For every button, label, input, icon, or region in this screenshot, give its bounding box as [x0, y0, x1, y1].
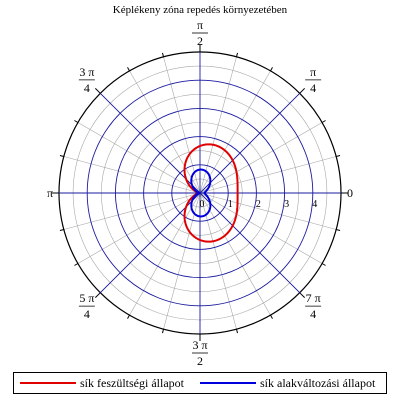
angle-label-0: 0: [347, 186, 353, 200]
angle-label-denominator: 2: [197, 354, 203, 368]
angle-label-pi-4: π4: [305, 65, 322, 95]
outer-tick: [127, 314, 130, 319]
angle-label-denominator: 2: [197, 34, 203, 48]
outer-tick: [74, 263, 79, 266]
angle-label-numerator: 5 π: [79, 291, 94, 305]
major-spoke: [99, 192, 201, 294]
angle-label-numerator: 3 π: [192, 338, 207, 352]
legend: sík feszültségi állapot sík alakváltozás…: [13, 372, 387, 394]
angle-label-denominator: 4: [84, 81, 90, 95]
angle-label-7pi-4: 7 π4: [305, 291, 322, 321]
outer-tick: [94, 87, 101, 94]
outer-tick: [236, 329, 239, 334]
angle-label-denominator: 4: [310, 81, 316, 95]
angle-label-numerator: 7 π: [306, 291, 321, 305]
angle-label-value: 0: [347, 186, 353, 200]
outer-tick: [270, 314, 273, 319]
angle-label-3pi-2: 3 π2: [192, 338, 208, 368]
outer-tick: [299, 292, 306, 299]
outer-tick: [74, 120, 79, 123]
legend-label-plane-stress: sík feszültségi állapot: [80, 375, 184, 390]
angle-label-pi-2: π2: [192, 18, 208, 48]
outer-tick: [94, 292, 101, 299]
angle-label-3pi-4: 3 π4: [78, 65, 95, 95]
major-spoke: [199, 92, 301, 194]
outer-tick: [321, 263, 326, 266]
legend-item-plane-stress: sík feszültségi állapot: [20, 373, 184, 393]
outer-tick: [336, 229, 341, 232]
angle-label-pi: π: [47, 186, 53, 200]
outer-tick: [270, 67, 273, 72]
outer-tick: [299, 87, 306, 94]
angle-label-numerator: π: [197, 18, 203, 32]
outer-tick: [336, 154, 341, 157]
radial-tick-labels: 0 1 2 3 4: [200, 199, 318, 210]
radial-tick-label: 1: [228, 199, 233, 210]
radial-tick-label: 2: [256, 199, 261, 210]
major-spoke: [199, 192, 301, 294]
legend-swatch-plane-stress: [20, 382, 76, 384]
outer-tick: [59, 154, 64, 157]
outer-tick: [59, 229, 64, 232]
outer-tick: [161, 329, 164, 334]
legend-label-plane-strain: sík alakváltozási állapot: [260, 375, 376, 390]
outer-tick: [321, 120, 326, 123]
outer-tick: [236, 52, 239, 57]
chart-title: Képlékeny zóna repedés környezetében: [112, 4, 288, 16]
series-line-plane-stress: [183, 143, 239, 243]
angle-label-value: π: [47, 186, 53, 200]
outer-tick: [161, 52, 164, 57]
angle-label-5pi-4: 5 π4: [78, 291, 95, 321]
angle-label-denominator: 4: [310, 307, 316, 321]
series-line-plane-strain: [190, 168, 212, 218]
outer-tick: [127, 67, 130, 72]
angle-label-numerator: 3 π: [79, 65, 94, 79]
radial-tick-label: 0: [200, 199, 205, 210]
major-spoke: [99, 92, 201, 194]
angle-label-denominator: 4: [84, 307, 90, 321]
legend-item-plane-strain: sík alakváltozási állapot: [200, 373, 375, 393]
series-curves: [183, 143, 239, 243]
radial-tick-label: 4: [312, 199, 317, 210]
polar-grid: [52, 45, 348, 341]
legend-swatch-plane-strain: [200, 382, 256, 384]
radial-tick-label: 3: [284, 199, 289, 210]
angle-label-numerator: π: [310, 65, 316, 79]
